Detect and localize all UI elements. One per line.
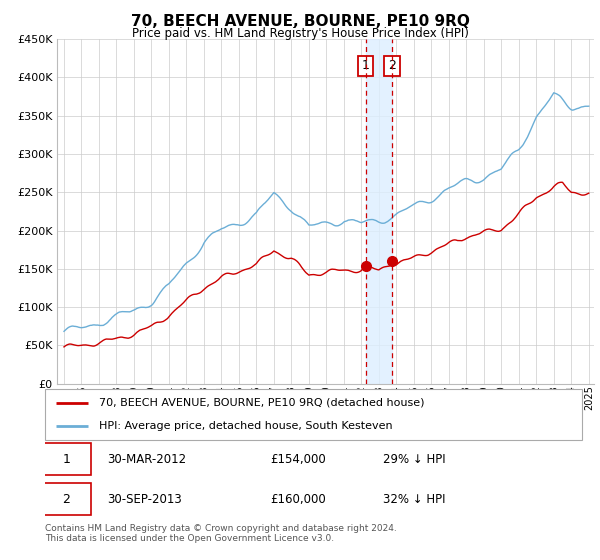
Text: 1: 1	[62, 452, 70, 465]
Text: 70, BEECH AVENUE, BOURNE, PE10 9RQ (detached house): 70, BEECH AVENUE, BOURNE, PE10 9RQ (deta…	[98, 398, 424, 408]
Text: £160,000: £160,000	[271, 493, 326, 506]
Text: Contains HM Land Registry data © Crown copyright and database right 2024.
This d: Contains HM Land Registry data © Crown c…	[45, 524, 397, 543]
Text: Price paid vs. HM Land Registry's House Price Index (HPI): Price paid vs. HM Land Registry's House …	[131, 27, 469, 40]
Text: HPI: Average price, detached house, South Kesteven: HPI: Average price, detached house, Sout…	[98, 421, 392, 431]
FancyBboxPatch shape	[43, 483, 91, 515]
Text: £154,000: £154,000	[271, 452, 326, 465]
Text: 30-MAR-2012: 30-MAR-2012	[107, 452, 186, 465]
Text: 29% ↓ HPI: 29% ↓ HPI	[383, 452, 446, 465]
FancyBboxPatch shape	[43, 443, 91, 475]
Bar	[366, 39, 392, 384]
Text: 2: 2	[62, 493, 70, 506]
Text: 70, BEECH AVENUE, BOURNE, PE10 9RQ: 70, BEECH AVENUE, BOURNE, PE10 9RQ	[131, 14, 469, 29]
FancyBboxPatch shape	[45, 389, 582, 440]
Text: 32% ↓ HPI: 32% ↓ HPI	[383, 493, 446, 506]
Text: 30-SEP-2013: 30-SEP-2013	[107, 493, 182, 506]
Text: 1: 1	[362, 59, 370, 72]
Text: 2: 2	[388, 59, 396, 72]
